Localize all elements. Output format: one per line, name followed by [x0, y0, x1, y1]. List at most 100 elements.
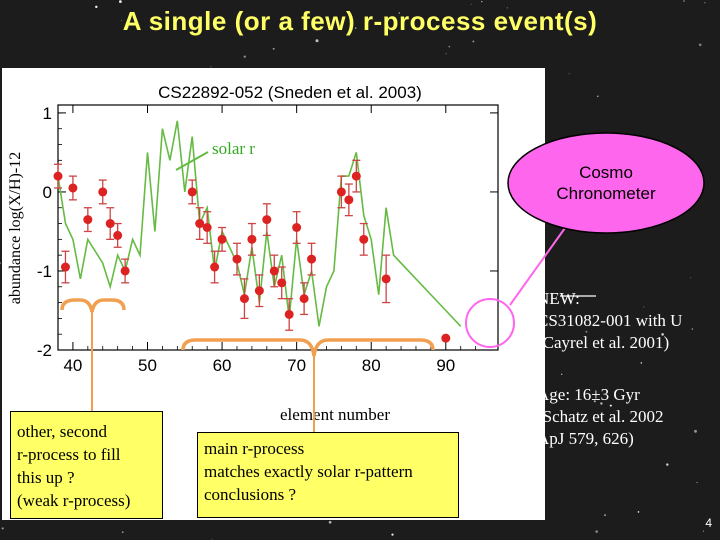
star [120, 19, 122, 21]
y-tick-label: 1 [43, 104, 52, 123]
star [119, 0, 122, 3]
data-point [202, 223, 212, 232]
data-point [299, 294, 309, 304]
y-tick-label: 0 [43, 183, 52, 202]
x-tick-label: 50 [138, 356, 157, 375]
star [643, 306, 645, 308]
chronometer-pointer [509, 227, 566, 306]
star [696, 481, 698, 484]
star [472, 40, 475, 43]
x-tick-label: 90 [436, 356, 455, 375]
data-point [284, 309, 294, 319]
data-point [113, 230, 123, 240]
x-tick-label: 70 [287, 356, 306, 375]
y-axis-label: abundance log(X/H)-12 [7, 152, 24, 304]
star [506, 7, 508, 9]
data-point [247, 234, 257, 244]
chronometer-circle [465, 298, 515, 348]
star [640, 362, 643, 364]
data-point [217, 234, 227, 244]
slide-number: 4 [705, 516, 712, 530]
x-tick-label: 80 [362, 356, 381, 375]
star [691, 328, 694, 330]
data-point [381, 274, 391, 284]
star [637, 511, 640, 513]
star [354, 27, 357, 29]
data-point [195, 219, 205, 229]
star [1, 527, 4, 530]
star [600, 402, 603, 405]
new-star-note: NEW: CS31082-001 with U (Cayrel et al. 2… [537, 289, 683, 352]
solar-r-pointer [175, 151, 209, 171]
solar-r-label: solar r [212, 139, 255, 158]
star [95, 5, 98, 9]
star [593, 400, 596, 403]
star [704, 2, 706, 4]
x-tick-label: 60 [213, 356, 232, 375]
data-point [359, 234, 369, 244]
data-point [53, 171, 63, 181]
star [445, 53, 447, 55]
star [666, 463, 669, 466]
star [698, 43, 702, 47]
y-tick-label: -2 [37, 341, 52, 360]
data-point [105, 219, 115, 229]
y-tick-label: -1 [37, 262, 52, 281]
x-tick-label: 40 [63, 356, 82, 375]
plot-frame [57, 104, 499, 351]
cosmo-chronometer-ellipse [507, 132, 705, 234]
data-point [68, 183, 78, 193]
star [0, 262, 1, 264]
main-r-process-callout: main r-process matches exactly solar r-p… [197, 432, 459, 518]
data-point [239, 294, 249, 304]
data-point [187, 187, 197, 197]
star [683, 0, 685, 2]
data-point [336, 187, 346, 197]
star [568, 73, 570, 75]
weak-r-process-callout: other, second r-process to fill this up … [10, 411, 163, 519]
data-point [441, 333, 451, 343]
star [702, 530, 705, 532]
data-point [307, 254, 317, 264]
data-point [269, 266, 279, 276]
age-note: Age: 16±3 Gyr (Schatz et al. 2002 ApJ 57… [537, 385, 664, 448]
star [272, 47, 275, 50]
star [470, 3, 472, 5]
data-point [120, 266, 130, 276]
star [243, 55, 246, 58]
star [585, 330, 588, 333]
data-point [232, 254, 242, 264]
data-point [351, 171, 361, 181]
star [210, 66, 212, 68]
slide-title: A single (or a few) r-process event(s) [122, 6, 598, 36]
star [595, 530, 598, 533]
data-point [60, 262, 70, 272]
data-point [83, 215, 93, 225]
star [481, 0, 483, 3]
data-point [210, 262, 220, 272]
star [315, 39, 319, 43]
star [391, 533, 394, 536]
star [604, 514, 606, 516]
data-point [344, 195, 354, 205]
star [328, 520, 332, 524]
star [121, 531, 124, 534]
star [398, 12, 401, 14]
star [448, 45, 451, 48]
data-point [254, 286, 264, 296]
x-axis-label: element number [280, 405, 390, 424]
data-point [98, 187, 108, 197]
data-point [277, 278, 287, 288]
data-point [292, 223, 302, 232]
chart-title: CS22892-052 (Sneden et al. 2003) [158, 83, 422, 102]
star [125, 25, 129, 29]
star [597, 95, 599, 98]
star [690, 277, 692, 279]
star [694, 429, 697, 433]
star [211, 538, 213, 540]
star [237, 14, 239, 16]
star [661, 333, 664, 336]
star [609, 404, 612, 407]
data-point [262, 215, 272, 225]
star [561, 373, 563, 375]
